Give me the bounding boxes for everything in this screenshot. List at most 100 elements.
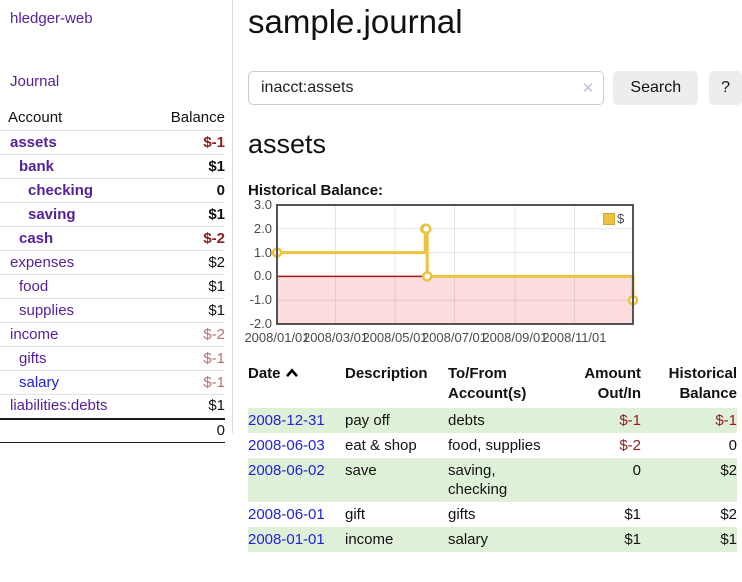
account-balance: $-2	[142, 322, 225, 347]
legend-swatch-icon	[603, 212, 615, 225]
register-col-balance: Historical Balance	[668, 365, 737, 402]
accounts-tbody: assets $-1 bank $1 checking 0 saving $1 cash $-2 e…	[0, 130, 225, 420]
transaction-description: gift	[345, 506, 366, 523]
account-row: food $1	[0, 274, 225, 299]
account-balance: $1	[142, 298, 225, 323]
account-link[interactable]: income	[10, 325, 59, 343]
account-row: liabilities:debts $1	[0, 394, 225, 420]
transaction-amount: $1	[624, 506, 641, 523]
legend-label: $	[617, 211, 625, 226]
y-tick-label: 1.0	[253, 244, 272, 260]
transaction-balance: 0	[728, 437, 737, 454]
account-row: bank $1	[0, 154, 225, 179]
page-title: sample.journal	[248, 3, 463, 40]
account-row: income $-2	[0, 322, 225, 347]
accounts-total-row: 0	[0, 418, 225, 443]
help-button[interactable]: ?	[709, 71, 742, 105]
register-col-date[interactable]: Date	[248, 364, 345, 408]
account-link[interactable]: gifts	[19, 349, 47, 367]
search-input[interactable]	[248, 71, 605, 105]
transaction-balance: $-1	[715, 412, 737, 429]
account-link[interactable]: food	[19, 277, 49, 295]
transaction-amount: $-1	[619, 412, 641, 429]
account-link[interactable]: saving	[28, 205, 76, 223]
transaction-accounts: debts	[448, 412, 485, 429]
account-row: cash $-2	[0, 226, 225, 251]
account-balance: $1	[142, 394, 225, 420]
transaction-date-link[interactable]: 2008-06-02	[248, 462, 325, 479]
y-tick-label: 3.0	[253, 197, 272, 212]
search-button[interactable]: Search	[613, 71, 699, 105]
x-tick-label: 2008/05/01	[362, 330, 428, 345]
accounts-col-account: Account	[0, 106, 143, 131]
account-link[interactable]: expenses	[10, 253, 75, 271]
account-row: saving $1	[0, 202, 225, 227]
transaction-amount: $-2	[619, 437, 641, 454]
account-balance: $1	[142, 202, 225, 227]
transaction-description: eat & shop	[345, 437, 417, 454]
account-link[interactable]: liabilities:debts	[10, 397, 108, 415]
transaction-balance: $2	[720, 506, 737, 523]
transaction-description: save	[345, 462, 377, 479]
register-row: 2008-06-01 gift gifts $1 $2	[248, 502, 737, 527]
historical-balance-chart: 3.0 2.0 1.0 0.0 -1.0 -2.0 2008/01/01 2008/03/0…	[244, 198, 639, 347]
y-tick-label: 0.0	[253, 268, 272, 284]
account-row: supplies $1	[0, 298, 225, 323]
nav-journal-link[interactable]: Journal	[10, 73, 60, 90]
account-link[interactable]: salary	[19, 373, 60, 391]
y-tick-label: -1.0	[249, 292, 272, 308]
accounts-table: Account Balance assets $-1 bank $1 checking 0…	[0, 106, 225, 443]
sidebar-divider	[232, 0, 233, 433]
account-row: gifts $-1	[0, 346, 225, 371]
transaction-date-link[interactable]: 2008-06-01	[248, 506, 325, 523]
account-link[interactable]: supplies	[19, 301, 75, 319]
sidebar: hledger-web Journal Account Balance asse…	[0, 0, 232, 443]
account-balance: $-1	[142, 370, 225, 395]
account-row: assets $-1	[0, 130, 225, 155]
transaction-accounts: food, supplies	[448, 437, 541, 454]
account-balance: $2	[142, 250, 225, 275]
search-box: ✕	[248, 71, 605, 105]
account-row: salary $-1	[0, 370, 225, 395]
register-row: 2008-01-01 income salary $1 $1	[248, 527, 737, 552]
transaction-amount: 0	[632, 462, 641, 479]
transaction-description: pay off	[345, 412, 390, 429]
app-title-link[interactable]: hledger-web	[10, 10, 93, 27]
x-tick-label: 2008/07/01	[421, 330, 488, 345]
account-row: checking 0	[0, 178, 225, 203]
transaction-date-link[interactable]: 2008-12-31	[248, 412, 325, 429]
accounts-col-balance: Balance	[142, 106, 225, 131]
search-form: ✕ Search ?	[248, 71, 742, 105]
account-link[interactable]: cash	[19, 229, 54, 247]
x-tick-label: 2008/09/01	[482, 330, 548, 345]
transaction-balance: $2	[720, 462, 737, 479]
transaction-date-link[interactable]: 2008-01-01	[248, 531, 325, 548]
register-col-amount: Amount Out/In	[584, 365, 641, 402]
register-table: Date Description To/From Account(s) Amou…	[248, 364, 737, 552]
account-link[interactable]: assets	[10, 133, 57, 151]
register-col-description: Description	[345, 365, 428, 382]
main-content: sample.journal ✕ Search ? assets Histori…	[244, 0, 742, 552]
accounts-total-value: 0	[142, 418, 225, 443]
x-tick-label: 2008/03/01	[302, 330, 369, 345]
chart-legend: $	[603, 211, 624, 226]
register-col-accounts: To/From Account(s)	[448, 365, 527, 402]
transaction-accounts: gifts	[448, 506, 476, 523]
chart-plot-area	[271, 204, 639, 325]
x-tick-label: 2008/11/01	[542, 330, 607, 345]
account-balance: $-2	[142, 226, 225, 251]
account-balance: $1	[142, 154, 225, 179]
account-balance: 0	[142, 178, 225, 203]
register-row: 2008-12-31 pay off debts $-1 $-1	[248, 408, 737, 433]
x-tick-label: 2008/01/01	[244, 330, 310, 345]
account-row: expenses $2	[0, 250, 225, 275]
account-heading: assets	[248, 129, 327, 159]
account-link[interactable]: bank	[19, 157, 55, 175]
sort-ascending-icon	[285, 364, 299, 384]
transaction-date-link[interactable]: 2008-06-03	[248, 437, 325, 454]
clear-search-icon[interactable]: ✕	[581, 80, 595, 97]
transaction-balance: $1	[720, 531, 737, 548]
account-link[interactable]: checking	[28, 181, 94, 199]
register-row: 2008-06-02 save saving, checking 0 $2	[248, 458, 737, 502]
account-balance: $-1	[142, 346, 225, 371]
